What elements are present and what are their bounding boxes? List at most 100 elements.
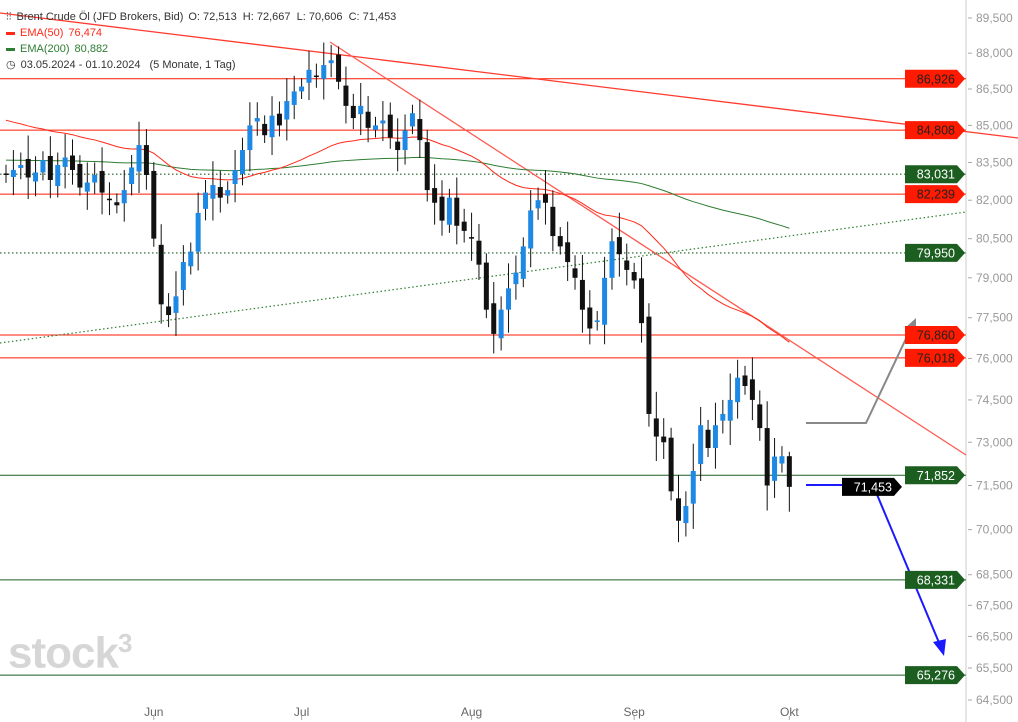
ema200-swatch bbox=[6, 47, 15, 51]
candle-body bbox=[535, 200, 541, 209]
price-tag-background bbox=[905, 165, 965, 184]
candle bbox=[321, 42, 327, 100]
candle bbox=[188, 242, 194, 275]
candle bbox=[77, 155, 83, 196]
candle bbox=[380, 101, 386, 142]
candle bbox=[313, 63, 319, 88]
candle-body bbox=[151, 170, 157, 239]
y-tick-label: 77,500 bbox=[976, 311, 1013, 325]
candle bbox=[254, 102, 260, 136]
ema50-value: 76,474 bbox=[68, 27, 103, 39]
candle-body bbox=[498, 309, 504, 339]
candle bbox=[10, 150, 16, 196]
indicator-settings-icon[interactable]: ⫶⫶ bbox=[6, 11, 12, 23]
y-tick-label: 79,000 bbox=[976, 271, 1013, 285]
y-tick-label: 89,500 bbox=[976, 11, 1013, 25]
price-tag-background bbox=[905, 325, 965, 344]
x-tick-label: Sep bbox=[623, 705, 645, 719]
candle-body bbox=[143, 145, 149, 175]
price-tag: 68,331 bbox=[905, 570, 965, 589]
price-tag: 71,453 bbox=[842, 477, 902, 496]
y-tick-label: 85,000 bbox=[976, 118, 1013, 132]
candle bbox=[203, 179, 209, 221]
candle bbox=[594, 311, 600, 331]
candle bbox=[62, 133, 68, 189]
candle bbox=[705, 419, 711, 458]
ema50-label[interactable]: EMA(50) bbox=[20, 27, 64, 39]
price-tag-label: 83,031 bbox=[917, 168, 955, 182]
price-tag-background bbox=[905, 348, 965, 367]
candle-body bbox=[690, 470, 696, 504]
candle-body bbox=[602, 277, 608, 325]
candle-body bbox=[47, 155, 53, 180]
candle bbox=[306, 50, 312, 101]
candle bbox=[579, 255, 585, 333]
price-tag-background bbox=[905, 121, 965, 140]
candle bbox=[180, 245, 186, 306]
candle bbox=[602, 256, 608, 345]
candle bbox=[158, 224, 164, 324]
candle-body bbox=[727, 399, 733, 421]
candle bbox=[786, 451, 792, 512]
candle-body bbox=[653, 418, 659, 437]
y-tick-label: 66,500 bbox=[976, 629, 1013, 643]
candle bbox=[25, 135, 31, 200]
candle-body bbox=[195, 212, 201, 252]
price-tag-background bbox=[842, 477, 902, 496]
candle-body bbox=[299, 86, 305, 92]
candle-body bbox=[565, 242, 571, 263]
candle bbox=[476, 223, 482, 281]
candle-body bbox=[350, 105, 356, 119]
ema200-value: 80,882 bbox=[74, 43, 109, 55]
candle-body bbox=[269, 115, 275, 138]
candle-body bbox=[188, 251, 194, 267]
candle bbox=[735, 359, 741, 419]
candle bbox=[690, 443, 696, 529]
candle-body bbox=[668, 437, 674, 492]
candle bbox=[550, 190, 556, 252]
candle-body bbox=[624, 260, 630, 270]
candle bbox=[491, 282, 497, 354]
candle bbox=[358, 82, 364, 136]
candle-body bbox=[417, 119, 423, 141]
candle bbox=[195, 192, 201, 271]
candle-body bbox=[321, 65, 327, 79]
y-tick-label: 74,500 bbox=[976, 393, 1013, 407]
y-tick-label: 67,500 bbox=[976, 598, 1013, 612]
candle bbox=[151, 162, 157, 247]
trendline-steep-resistance bbox=[329, 41, 967, 456]
y-tick-label: 64,500 bbox=[976, 693, 1013, 707]
candle bbox=[653, 391, 659, 462]
candle bbox=[114, 193, 120, 214]
candle-body bbox=[365, 111, 371, 128]
candle bbox=[136, 121, 142, 193]
candle-body bbox=[25, 158, 31, 178]
candle-body bbox=[77, 163, 83, 188]
ema200-label[interactable]: EMA(200) bbox=[20, 43, 70, 55]
candle bbox=[668, 427, 674, 501]
y-tick-label: 88,000 bbox=[976, 46, 1013, 60]
forecast-up-arrow bbox=[806, 325, 913, 424]
chart-legend: ⫶⫶ Brent Crude Öl (JFD Brokers, Bid) O: … bbox=[6, 9, 396, 73]
instrument-name: Brent Crude Öl (JFD Brokers, Bid) bbox=[16, 11, 184, 23]
forecast-down-arrow bbox=[806, 484, 941, 646]
candle-body bbox=[136, 145, 142, 172]
candle bbox=[698, 406, 704, 481]
price-tag: 82,239 bbox=[905, 185, 965, 204]
candle-body bbox=[121, 190, 127, 204]
candle-body bbox=[712, 425, 718, 448]
candle-body bbox=[166, 306, 172, 316]
candle-body bbox=[646, 316, 652, 414]
candle-body bbox=[254, 118, 260, 122]
date-range[interactable]: 03.05.2024 - 01.10.2024 bbox=[20, 59, 141, 71]
candle bbox=[210, 161, 216, 221]
candle-body bbox=[239, 150, 245, 174]
candle-body bbox=[454, 197, 460, 226]
candle bbox=[683, 491, 689, 537]
stock3-watermark-logo: stock3 bbox=[8, 628, 132, 678]
candle-body bbox=[675, 498, 681, 521]
candle bbox=[336, 46, 342, 90]
candle-body bbox=[439, 196, 445, 221]
candle-body bbox=[247, 125, 253, 151]
